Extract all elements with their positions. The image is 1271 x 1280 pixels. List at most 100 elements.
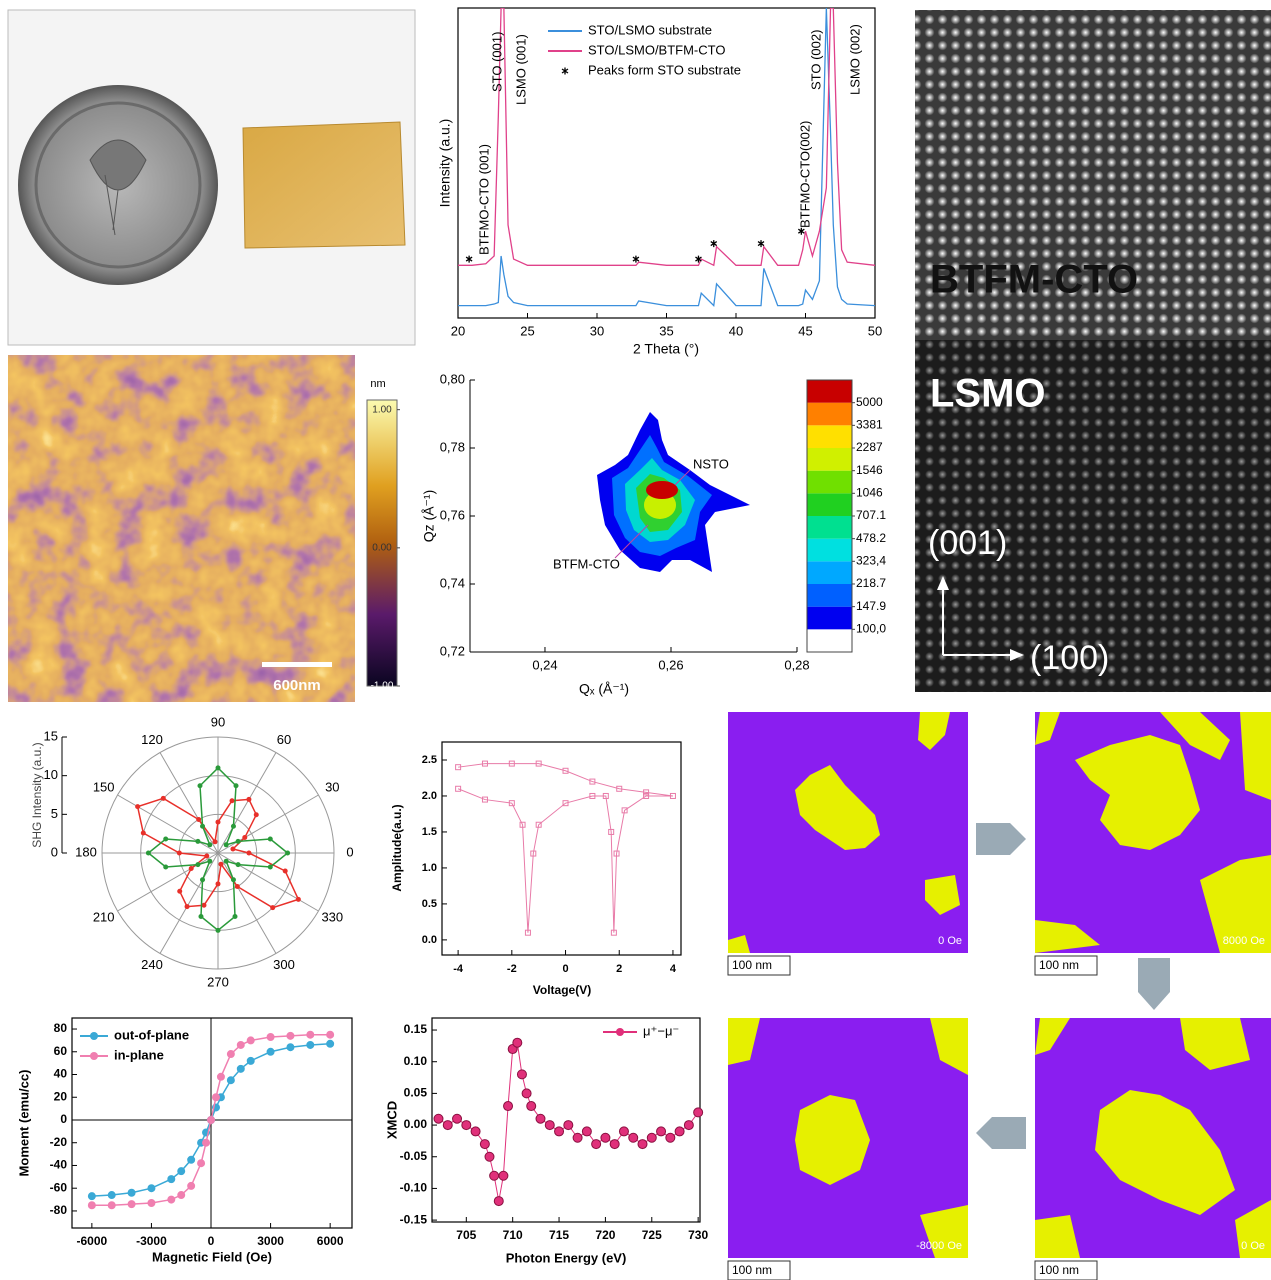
x-tick-label: -2 — [507, 963, 517, 975]
colorbar-band — [807, 493, 852, 516]
stem-image: BTFM-CTO LSMO (001) (100) — [915, 10, 1271, 692]
y-tick-label: 0.00 — [404, 1117, 428, 1131]
y-tick-label: 40 — [54, 1067, 68, 1081]
point — [178, 1168, 185, 1175]
point — [108, 1202, 115, 1209]
y-tick-label: 1.0 — [422, 862, 437, 874]
y-axis-label: Amplitude(a.u.) — [390, 804, 404, 891]
point — [128, 1189, 135, 1196]
point — [619, 1127, 628, 1136]
point — [522, 1089, 531, 1098]
colorbar-band — [807, 561, 852, 584]
field-label: -8000 Oe — [916, 1240, 962, 1252]
point — [494, 1197, 503, 1206]
scale-bar-label: 100 nm — [732, 958, 772, 972]
point — [267, 1033, 274, 1040]
annotation: BTFM-CTO — [553, 556, 620, 571]
legend-label: STO/LSMO/BTFM-CTO — [588, 42, 725, 57]
y-tick-label: -0.05 — [400, 1149, 428, 1163]
x-tick-label: 25 — [520, 323, 534, 338]
point — [327, 1040, 334, 1047]
colorbar-band — [807, 403, 852, 426]
page: BTFM-CTO LSMO (001) (100) 600nm nm 20253… — [0, 0, 1271, 1280]
point — [684, 1121, 693, 1130]
x-tick-label: -6000 — [77, 1234, 108, 1248]
angle-label: 150 — [93, 779, 115, 794]
y-axis-label: Qz (Å⁻¹) — [421, 490, 437, 543]
point — [462, 1121, 471, 1130]
y-tick-label: 0,76 — [440, 507, 465, 522]
angle-label: 330 — [321, 909, 343, 924]
point — [247, 1057, 254, 1064]
colorbar-band — [807, 607, 852, 630]
point — [247, 1037, 254, 1044]
point — [168, 1196, 175, 1203]
point — [148, 1199, 155, 1206]
legend-label: out-of-plane — [114, 1027, 189, 1042]
colorbar-label: 100,0 — [856, 621, 886, 635]
angle-label: 210 — [93, 909, 115, 924]
y-tick-label: 0.05 — [404, 1086, 428, 1100]
angle-label: 120 — [141, 732, 163, 747]
x-axis-label: Voltage(V) — [533, 983, 591, 997]
point — [148, 1185, 155, 1192]
point — [555, 1127, 564, 1136]
legend-label: μ⁺−μ⁻ — [643, 1023, 679, 1038]
point — [267, 1048, 274, 1055]
peak-label: LSMO (001) — [513, 34, 528, 105]
point — [499, 1171, 508, 1180]
legend-marker — [90, 1052, 98, 1060]
point — [212, 1094, 219, 1101]
angle-label: 60 — [277, 732, 291, 747]
point — [287, 1032, 294, 1039]
y-axis-label: Moment (emu/cc) — [16, 1070, 31, 1177]
y-tick-label: 2.5 — [422, 754, 437, 766]
series-line — [458, 764, 673, 933]
y-tick-label: 80 — [54, 1021, 68, 1035]
x-tick-label: 725 — [642, 1228, 662, 1242]
r-tick-label: 5 — [51, 806, 58, 821]
y-tick-label: 0,80 — [440, 371, 465, 386]
colorbar-label: -1.00 — [371, 681, 394, 692]
y-tick-label: 0 — [60, 1112, 67, 1126]
peak-label: BTFMO-CTO(002) — [797, 121, 812, 228]
x-tick-label: 45 — [798, 323, 812, 338]
point — [601, 1133, 610, 1142]
x-tick-label: 50 — [868, 323, 882, 338]
colorbar-label: 707.1 — [856, 508, 886, 522]
colorbar-band — [807, 584, 852, 607]
annotation: NSTO — [693, 456, 729, 471]
y-tick-label: 0,72 — [440, 643, 465, 658]
x-tick-label: 0,24 — [532, 657, 557, 672]
x-tick-label: 0,26 — [658, 657, 683, 672]
colorbar-band — [807, 425, 852, 448]
point — [513, 1038, 522, 1047]
y-axis-label: Intensity (a.u.) — [437, 119, 453, 208]
angle-label: 30 — [325, 779, 339, 794]
point — [188, 1182, 195, 1189]
layer-label: LSMO — [930, 372, 1046, 416]
point — [168, 1176, 175, 1183]
point — [287, 1044, 294, 1051]
angle-label: 90 — [211, 714, 225, 729]
point — [694, 1108, 703, 1117]
point — [471, 1127, 480, 1136]
point — [711, 240, 717, 247]
x-tick-label: 3000 — [257, 1234, 284, 1248]
point — [582, 1127, 591, 1136]
point — [592, 1140, 601, 1149]
y-tick-label: -60 — [50, 1180, 68, 1194]
point — [536, 1114, 545, 1123]
axis-label: (001) — [928, 524, 1007, 562]
scale-bar-label: 100 nm — [1039, 1263, 1079, 1277]
colorbar-label: 147.9 — [856, 599, 886, 613]
peak-label: STO (002) — [808, 30, 823, 90]
domain-images — [728, 712, 1271, 1258]
axis-label: (100) — [1030, 639, 1109, 677]
point — [108, 1192, 115, 1199]
layer-label: BTFM-CTO — [930, 258, 1138, 302]
colorbar-band — [807, 516, 852, 539]
point — [657, 1127, 666, 1136]
point — [237, 1065, 244, 1072]
peak-label: STO (001) — [489, 32, 504, 92]
